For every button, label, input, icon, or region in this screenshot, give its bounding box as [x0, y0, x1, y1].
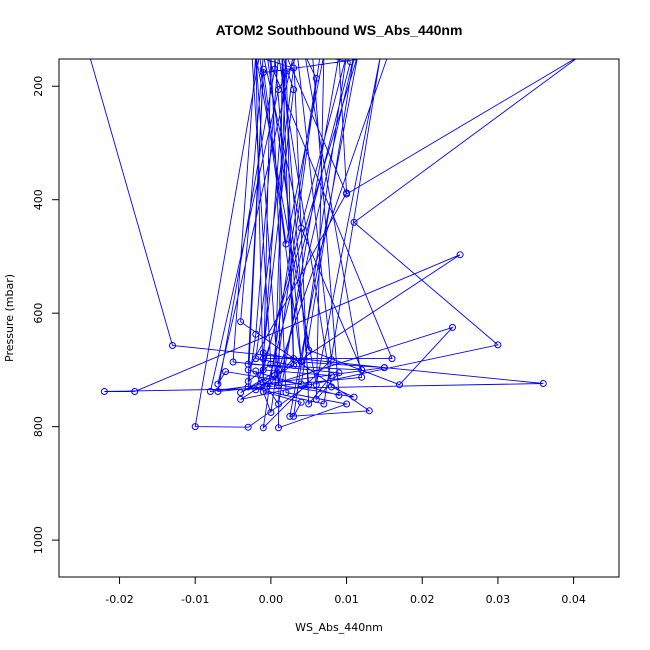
data-point: [259, 388, 267, 395]
data-point: [275, 366, 282, 374]
data-point: [456, 251, 464, 259]
data-point: [365, 407, 373, 415]
x-tick-label: 0.04: [561, 593, 586, 606]
x-tick-label: 0.02: [410, 593, 435, 606]
x-tick-label: -0.01: [181, 593, 209, 606]
data-point: [275, 381, 282, 389]
data-point: [343, 189, 351, 197]
data-point: [343, 400, 351, 408]
data-point: [297, 398, 305, 406]
series-line: [89, 59, 577, 430]
data-point: [290, 355, 298, 363]
y-axis-label: Pressure (mbar): [3, 274, 16, 362]
data-point: [327, 383, 335, 391]
y-tick-label: 1000: [32, 526, 45, 554]
chart-title: ATOM2 Southbound WS_Abs_440nm: [216, 22, 463, 38]
data-point: [327, 372, 335, 380]
data-point: [252, 355, 260, 363]
data-point: [396, 381, 403, 389]
data-point: [244, 377, 252, 385]
data-point: [327, 356, 335, 364]
data-point: [169, 342, 176, 349]
data-point: [358, 373, 366, 381]
data-point: [282, 389, 290, 397]
data-point: [100, 388, 108, 395]
data-point: [259, 69, 267, 77]
data-point: [286, 412, 294, 420]
x-axis: -0.02 -0.01 0.00 0.01 0.02 0.03 0.04: [105, 577, 586, 606]
data-point: [131, 388, 139, 395]
data-point: [259, 366, 267, 374]
x-tick-label: 0.00: [259, 593, 284, 606]
data-point: [350, 393, 358, 401]
data-point: [214, 380, 222, 388]
data-point: [290, 361, 298, 369]
series-layer: [89, 59, 577, 432]
y-tick-label: 800: [32, 416, 45, 437]
plot-frame: [58, 58, 620, 578]
data-point: [244, 366, 252, 374]
data-point: [312, 74, 320, 82]
data-point: [271, 65, 279, 73]
data-point: [263, 383, 271, 391]
data-point: [229, 358, 237, 366]
data-point: [271, 372, 279, 380]
data-point: [237, 389, 245, 397]
data-point: [237, 318, 245, 326]
data-point: [305, 381, 313, 389]
y-tick-label: 200: [32, 76, 45, 97]
data-point: [237, 395, 245, 403]
data-point: [358, 366, 366, 374]
data-point: [380, 364, 388, 372]
data-point: [297, 357, 305, 365]
data-point: [312, 381, 320, 389]
data-point: [222, 368, 229, 376]
data-point: [206, 388, 214, 395]
data-point: [267, 409, 275, 416]
data-point: [275, 86, 282, 94]
x-axis-label: WS_Abs_440nm: [295, 621, 383, 634]
data-point: [244, 423, 252, 431]
data-point: [297, 380, 305, 388]
data-point: [290, 64, 298, 72]
x-tick-label: 0.01: [334, 593, 359, 606]
data-point: [259, 349, 267, 357]
y-tick-label: 600: [32, 303, 45, 324]
data-point: [335, 369, 343, 377]
data-point: [191, 423, 199, 431]
data-point: [259, 65, 267, 73]
data-point: [259, 378, 267, 386]
data-point: [275, 400, 282, 408]
data-point: [267, 360, 275, 368]
data-point: [350, 218, 358, 226]
data-point: [214, 388, 222, 395]
data-point: [290, 412, 298, 420]
data-point: [252, 367, 260, 375]
data-point: [305, 400, 313, 408]
data-point: [539, 380, 547, 387]
x-tick-label: -0.02: [105, 593, 133, 606]
data-point: [275, 424, 282, 432]
data-point: [388, 355, 396, 363]
data-point: [259, 424, 267, 432]
data-point: [312, 395, 320, 403]
y-tick-label: 400: [32, 189, 45, 210]
data-point: [449, 323, 456, 331]
data-point: [305, 346, 313, 354]
data-point: [297, 224, 305, 232]
data-point: [282, 240, 290, 248]
x-tick-label: 0.03: [486, 593, 511, 606]
data-point: [252, 386, 260, 394]
data-point: [290, 86, 298, 94]
plot-area: [89, 59, 577, 432]
data-point: [320, 400, 328, 408]
data-point: [252, 330, 260, 338]
data-point: [494, 341, 502, 349]
data-point: [335, 391, 343, 399]
y-axis: 200 400 600 800 1000: [32, 76, 59, 554]
data-point: [346, 59, 354, 66]
